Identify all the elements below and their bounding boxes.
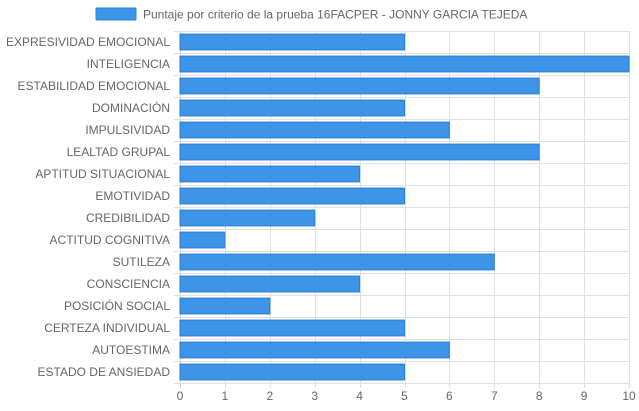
- bar[interactable]: [179, 231, 226, 249]
- category-label: EXPRESIVIDAD EMOCIONAL: [6, 35, 170, 49]
- legend-swatch: [95, 7, 137, 21]
- x-tick-label: 9: [581, 389, 588, 403]
- x-tick-label: 7: [491, 389, 498, 403]
- bar[interactable]: [179, 341, 450, 359]
- bars: [179, 33, 630, 381]
- bar[interactable]: [179, 77, 540, 95]
- category-label: ACTITUD COGNITIVA: [50, 233, 170, 247]
- x-tick-label: 2: [266, 389, 273, 403]
- category-label: EMOTIVIDAD: [95, 189, 170, 203]
- category-label: POSICIÓN SOCIAL: [64, 298, 170, 313]
- bar[interactable]: [179, 55, 630, 73]
- x-tick-label: 4: [356, 389, 363, 403]
- bar[interactable]: [179, 99, 405, 117]
- bar[interactable]: [179, 165, 361, 183]
- legend-label: Puntaje por criterio de la prueba 16FACP…: [143, 8, 527, 22]
- x-tick-label: 5: [401, 389, 408, 403]
- bar[interactable]: [179, 209, 316, 227]
- bar[interactable]: [179, 319, 405, 337]
- bar[interactable]: [179, 121, 450, 139]
- category-label: APTITUD SITUACIONAL: [35, 167, 170, 181]
- x-tick-label: 8: [536, 389, 543, 403]
- x-tick-label: 3: [311, 389, 318, 403]
- category-label: DOMINACIÓN: [92, 100, 170, 115]
- category-label: CERTEZA INDIVIDUAL: [44, 321, 170, 335]
- bar[interactable]: [179, 363, 405, 381]
- category-label: ESTADO DE ANSIEDAD: [38, 365, 171, 379]
- category-label: CONSCIENCIA: [87, 277, 170, 291]
- category-label: INTELIGENCIA: [87, 57, 170, 71]
- category-label: CREDIBILIDAD: [86, 211, 170, 225]
- x-tick-labels: 0 1 2 3 4 5 6 7 8 9 10: [177, 389, 636, 403]
- x-tick-label: 6: [446, 389, 453, 403]
- bar[interactable]: [179, 253, 495, 271]
- bar[interactable]: [179, 187, 405, 205]
- x-tick-label: 1: [222, 389, 229, 403]
- category-label: AUTOESTIMA: [92, 343, 170, 357]
- bar[interactable]: [179, 297, 271, 315]
- bar[interactable]: [179, 143, 540, 161]
- category-label: SUTILEZA: [113, 255, 170, 269]
- bar[interactable]: [179, 33, 405, 51]
- category-label: IMPULSIVIDAD: [85, 123, 170, 137]
- x-tick-label: 0: [177, 389, 184, 403]
- category-label: LEALTAD GRUPAL: [67, 145, 171, 159]
- bar[interactable]: [179, 275, 361, 293]
- category-label: ESTABILIDAD EMOCIONAL: [18, 79, 171, 93]
- x-tick-label: 10: [622, 389, 636, 403]
- legend[interactable]: Puntaje por criterio de la prueba 16FACP…: [95, 7, 527, 22]
- category-labels: EXPRESIVIDAD EMOCIONAL INTELIGENCIA ESTABI…: [6, 35, 170, 379]
